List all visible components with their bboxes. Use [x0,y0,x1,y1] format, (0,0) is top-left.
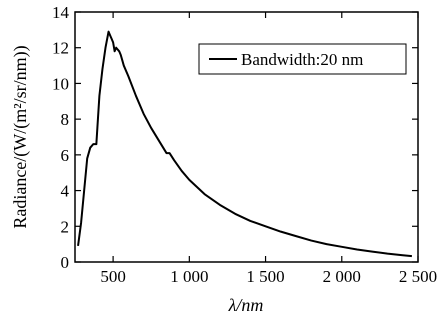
x-tick-label-500: 500 [100,267,126,286]
x-tick-label-1000: 1 000 [170,267,208,286]
y-tick-label-12: 12 [52,39,69,58]
x-tick-label-2500: 2 500 [399,267,437,286]
x-axis-label: λ/nm [228,295,264,315]
y-tick-label-6: 6 [61,146,70,165]
legend-label: Bandwidth:20 nm [241,50,363,69]
x-axis-ticks: 500 1 000 1 500 2 000 2 500 [100,12,437,286]
y-tick-label-10: 10 [52,74,69,93]
y-axis-label: Radiance/(W/(m²/sr/nm)) [10,45,31,228]
y-tick-label-4: 4 [61,182,70,201]
y-tick-label-2: 2 [61,217,70,236]
y-tick-label-0: 0 [61,253,70,272]
x-tick-label-2000: 2 000 [323,267,361,286]
y-tick-label-8: 8 [61,110,70,129]
plot-frame [74,11,419,263]
legend: Bandwidth:20 nm [198,43,407,75]
y-tick-label-14: 14 [52,3,70,22]
x-tick-label-1500: 1 500 [246,267,284,286]
y-axis-ticks: 0 2 4 6 8 10 12 14 [52,3,418,272]
series-line-bandwidth [77,30,412,258]
